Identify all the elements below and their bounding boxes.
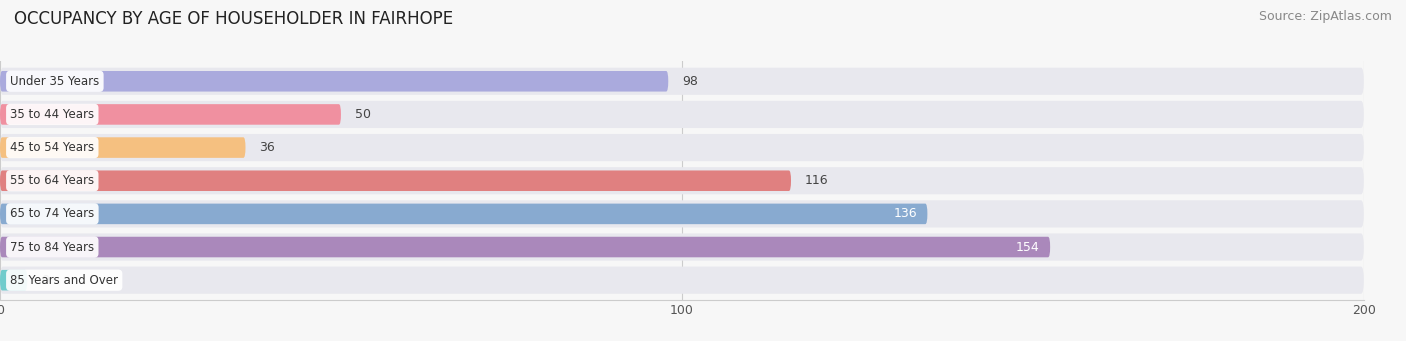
- FancyBboxPatch shape: [0, 170, 792, 191]
- FancyBboxPatch shape: [0, 204, 928, 224]
- Text: 50: 50: [354, 108, 371, 121]
- FancyBboxPatch shape: [0, 167, 1364, 194]
- FancyBboxPatch shape: [0, 68, 1364, 95]
- FancyBboxPatch shape: [0, 200, 1364, 227]
- FancyBboxPatch shape: [0, 267, 1364, 294]
- Text: OCCUPANCY BY AGE OF HOUSEHOLDER IN FAIRHOPE: OCCUPANCY BY AGE OF HOUSEHOLDER IN FAIRH…: [14, 10, 453, 28]
- Text: 0: 0: [41, 274, 49, 287]
- Text: 136: 136: [894, 207, 917, 220]
- Text: Source: ZipAtlas.com: Source: ZipAtlas.com: [1258, 10, 1392, 23]
- FancyBboxPatch shape: [0, 137, 246, 158]
- Text: 36: 36: [259, 141, 276, 154]
- Text: Under 35 Years: Under 35 Years: [10, 75, 100, 88]
- Text: 45 to 54 Years: 45 to 54 Years: [10, 141, 94, 154]
- Text: 65 to 74 Years: 65 to 74 Years: [10, 207, 94, 220]
- FancyBboxPatch shape: [0, 237, 1050, 257]
- Text: 116: 116: [804, 174, 828, 187]
- Text: 35 to 44 Years: 35 to 44 Years: [10, 108, 94, 121]
- FancyBboxPatch shape: [0, 71, 668, 91]
- FancyBboxPatch shape: [0, 234, 1364, 261]
- Text: 75 to 84 Years: 75 to 84 Years: [10, 240, 94, 254]
- FancyBboxPatch shape: [0, 134, 1364, 161]
- Text: 85 Years and Over: 85 Years and Over: [10, 274, 118, 287]
- Text: 55 to 64 Years: 55 to 64 Years: [10, 174, 94, 187]
- Text: 98: 98: [682, 75, 697, 88]
- FancyBboxPatch shape: [0, 104, 340, 125]
- FancyBboxPatch shape: [0, 270, 27, 291]
- Text: 154: 154: [1017, 240, 1040, 254]
- FancyBboxPatch shape: [0, 101, 1364, 128]
